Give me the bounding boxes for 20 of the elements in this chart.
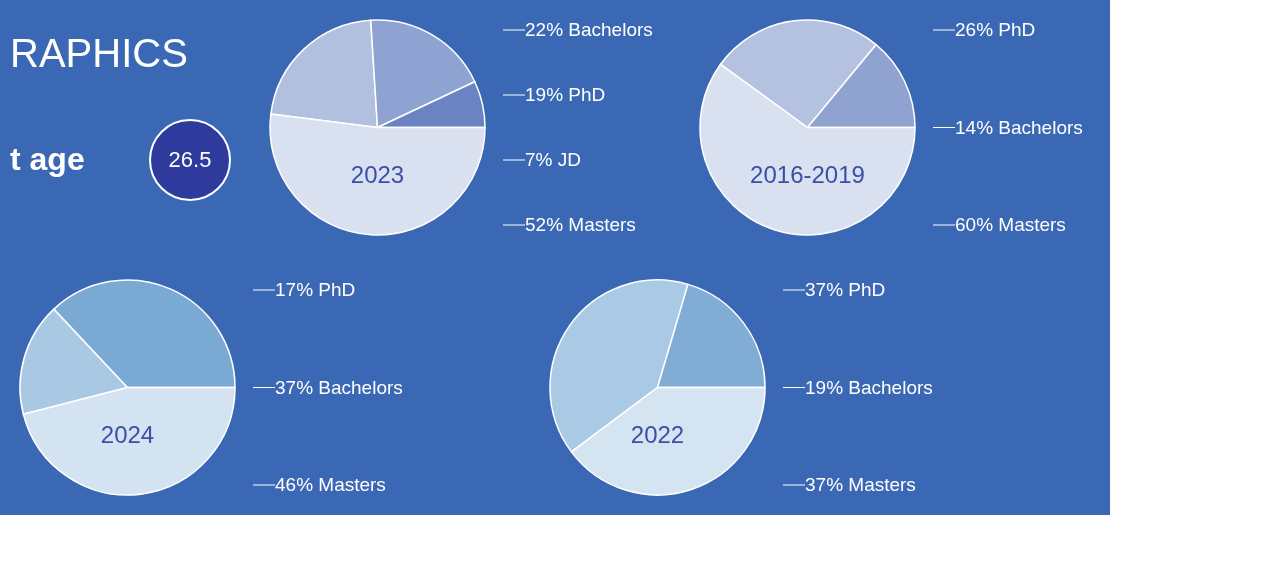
text: 2023 [350,160,405,188]
legend-label: 7% JD [525,149,581,170]
legend-label: 26% PhD [955,19,1036,40]
legend-label: 52% Masters [525,214,636,235]
text: 26.5 [168,147,212,172]
legend-label: 46% Masters [275,474,386,495]
legend-label: 37% Bachelors [275,376,403,398]
legend-label: 22% Bachelors [525,19,653,40]
text: RAPHICS [10,31,188,75]
text: 2024 [100,420,155,448]
legend-label: 14% Bachelors [955,116,1083,138]
legend-label: 19% Bachelors [805,376,933,398]
legend-label: 60% Masters [955,214,1066,235]
text: 2022 [630,420,685,448]
legend-label: 17% PhD [275,279,356,300]
text: 2016-2019 [750,160,865,188]
legend-label: 19% PhD [525,84,606,105]
legend-label: 37% PhD [805,279,886,300]
text: t age [10,141,85,177]
legend-label: 37% Masters [805,474,916,495]
